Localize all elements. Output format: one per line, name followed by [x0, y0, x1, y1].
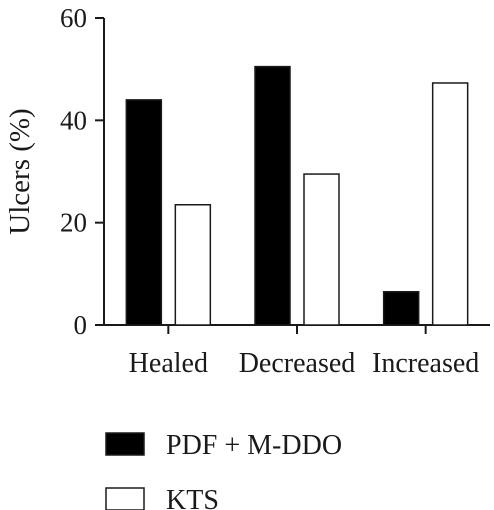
- bar-decreased-pdf-m-ddo: [254, 65, 291, 326]
- axes: [95, 17, 490, 334]
- bar-increased-pdf-m-ddo: [382, 290, 420, 326]
- x-tick-label-healed: Healed: [129, 348, 208, 379]
- legend-label-kts: KTS: [166, 485, 219, 510]
- bar-healed-pdf-m-ddo: [125, 99, 163, 326]
- y-axis-label: Ulcers (%): [4, 108, 36, 234]
- y-tick-label-20: 20: [60, 208, 87, 238]
- bar-decreased-kts: [303, 173, 340, 326]
- legend: PDF + M-DDO KTS: [105, 430, 342, 510]
- bar-healed-kts: [174, 204, 212, 326]
- legend-swatch-kts: [105, 487, 145, 510]
- x-tick-label-decreased: Decreased: [239, 348, 356, 379]
- bars: [125, 65, 469, 326]
- y-tick-label-60: 60: [60, 3, 87, 33]
- bar-increased-kts: [431, 82, 469, 326]
- labels: 0 20 40 60 Ulcers (%) Healed Decreased Increase…: [4, 3, 479, 379]
- x-tick-label-increased: Increased: [372, 348, 479, 379]
- legend-swatch-pdf-m-ddo: [105, 432, 145, 456]
- y-tick-label-40: 40: [60, 105, 87, 135]
- y-tick-label-0: 0: [74, 310, 88, 340]
- legend-label-pdf-m-ddo: PDF + M-DDO: [166, 430, 342, 461]
